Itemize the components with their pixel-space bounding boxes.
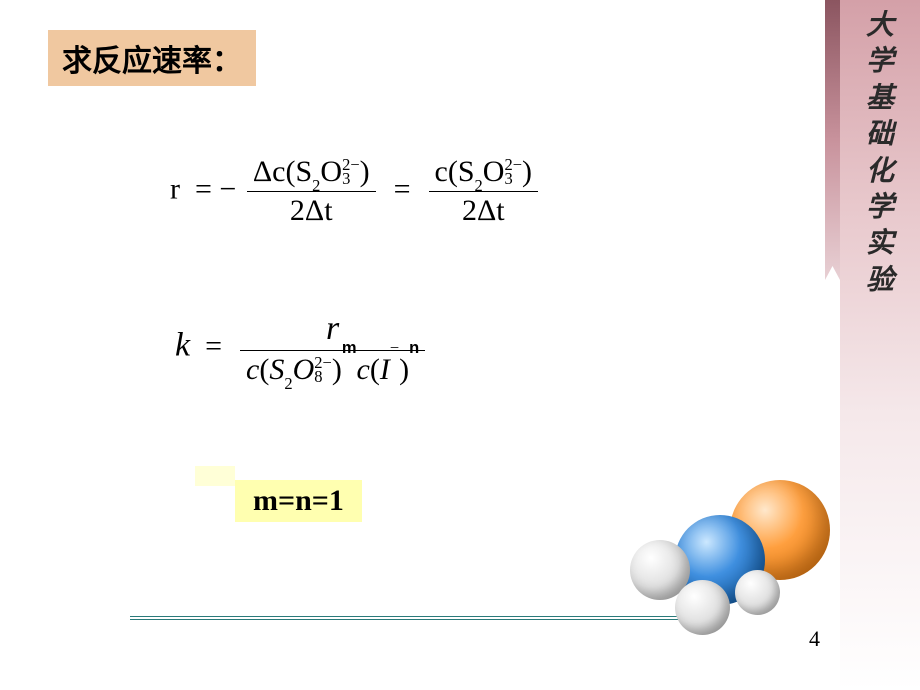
sidebar-char: 学 [860, 190, 900, 226]
sidebar-char: 础 [860, 117, 900, 153]
rate-equation: r = − Δc(S2O2−3) 2Δt = c(S2O2−3) 2Δt [170, 155, 541, 228]
eq2-frac: r c(S2O2−8)mc(I−)n [240, 310, 425, 387]
eq1-frac2: c(S2O2−3) 2Δt [429, 155, 538, 228]
eq1-frac1: Δc(S2O2−3) 2Δt [247, 155, 376, 228]
page-number: 4 [809, 626, 820, 652]
sidebar-char: 化 [860, 154, 900, 190]
order-values: m=n=1 [235, 480, 362, 522]
sidebar-char: 实 [860, 226, 900, 262]
sidebar-char: 大 [860, 8, 900, 44]
slide-title: 求反应速率： [48, 30, 256, 86]
side-stripe: 大 学 基 础 化 学 实 验 [840, 0, 920, 690]
rate-constant-equation: k = r c(S2O2−8)mc(I−)n [175, 310, 428, 387]
eq1-lhs: r [170, 172, 180, 205]
sidebar-char: 基 [860, 81, 900, 117]
sidebar-char: 学 [860, 44, 900, 80]
eq1-minus: − [219, 172, 236, 205]
atom-white [735, 570, 780, 615]
atom-white [675, 580, 730, 635]
sidebar-char: 验 [860, 263, 900, 299]
sidebar-vertical-text: 大 学 基 础 化 学 实 验 [860, 8, 900, 299]
molecule-decoration [620, 470, 840, 640]
eq2-lhs: k [175, 326, 190, 363]
